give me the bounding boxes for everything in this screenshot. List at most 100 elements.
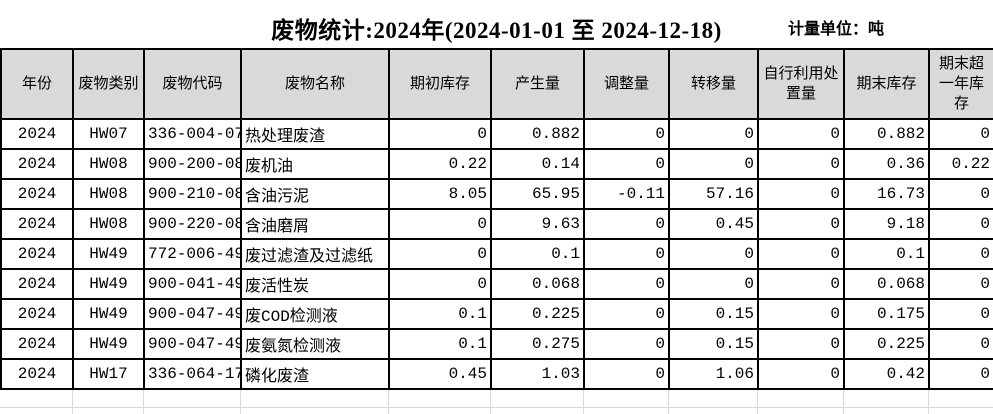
cell-self-disposed[interactable]: 0 xyxy=(757,208,845,240)
cell-name[interactable]: 废活性炭 xyxy=(240,268,390,300)
cell-opening-stock[interactable]: 0.1 xyxy=(388,298,492,330)
cell-opening-stock[interactable]: 0.1 xyxy=(388,328,492,360)
cell-category[interactable]: HW49 xyxy=(72,238,145,270)
cell-adjusted[interactable]: 0 xyxy=(583,298,670,330)
cell-name[interactable]: 废COD检测液 xyxy=(240,298,390,330)
cell-adjusted[interactable]: 0 xyxy=(583,148,670,180)
cell-transferred[interactable]: 0 xyxy=(668,238,759,270)
cell-over-one-year[interactable]: 0 xyxy=(928,358,993,390)
cell-opening-stock[interactable]: 8.05 xyxy=(388,178,492,210)
cell-name[interactable]: 废氨氮检测液 xyxy=(240,328,390,360)
cell-opening-stock[interactable]: 0.45 xyxy=(388,358,492,390)
cell-category[interactable]: HW08 xyxy=(72,178,145,210)
cell-year[interactable]: 2024 xyxy=(0,358,74,390)
cell-code[interactable]: 336-004-07 xyxy=(143,118,242,150)
cell-opening-stock[interactable]: 0 xyxy=(388,208,492,240)
cell-self-disposed[interactable]: 0 xyxy=(757,148,845,180)
cell-generated[interactable]: 0.225 xyxy=(490,298,585,330)
cell-year[interactable]: 2024 xyxy=(0,298,74,330)
cell-code[interactable]: 900-200-08 xyxy=(143,148,242,180)
cell-closing-stock[interactable]: 0.36 xyxy=(843,148,930,180)
cell-year[interactable]: 2024 xyxy=(0,178,74,210)
cell-code[interactable]: 900-047-49 xyxy=(143,328,242,360)
column-header-generated[interactable]: 产生量 xyxy=(490,48,585,120)
column-header-transferred[interactable]: 转移量 xyxy=(668,48,759,120)
cell-transferred[interactable]: 0 xyxy=(668,118,759,150)
cell-self-disposed[interactable]: 0 xyxy=(757,328,845,360)
cell-closing-stock[interactable]: 16.73 xyxy=(843,178,930,210)
cell-year[interactable]: 2024 xyxy=(0,238,74,270)
cell-category[interactable]: HW08 xyxy=(72,208,145,240)
cell-generated[interactable]: 65.95 xyxy=(490,178,585,210)
cell-transferred[interactable]: 0.15 xyxy=(668,328,759,360)
cell-code[interactable]: 900-220-08 xyxy=(143,208,242,240)
empty-spreadsheet-area[interactable] xyxy=(0,390,993,414)
cell-year[interactable]: 2024 xyxy=(0,118,74,150)
cell-over-one-year[interactable]: 0 xyxy=(928,118,993,150)
cell-code[interactable]: 900-047-49 xyxy=(143,298,242,330)
cell-adjusted[interactable]: 0 xyxy=(583,268,670,300)
cell-opening-stock[interactable]: 0 xyxy=(388,268,492,300)
cell-transferred[interactable]: 0 xyxy=(668,268,759,300)
cell-code[interactable]: 772-006-49 xyxy=(143,238,242,270)
cell-category[interactable]: HW07 xyxy=(72,118,145,150)
column-header-closing-stock[interactable]: 期末库存 xyxy=(843,48,930,120)
cell-self-disposed[interactable]: 0 xyxy=(757,268,845,300)
cell-generated[interactable]: 1.03 xyxy=(490,358,585,390)
cell-transferred[interactable]: 57.16 xyxy=(668,178,759,210)
cell-closing-stock[interactable]: 0.42 xyxy=(843,358,930,390)
cell-name[interactable]: 含油磨屑 xyxy=(240,208,390,240)
cell-over-one-year[interactable]: 0 xyxy=(928,328,993,360)
cell-over-one-year[interactable]: 0 xyxy=(928,298,993,330)
cell-generated[interactable]: 9.63 xyxy=(490,208,585,240)
cell-name[interactable]: 热处理废渣 xyxy=(240,118,390,150)
cell-self-disposed[interactable]: 0 xyxy=(757,118,845,150)
cell-over-one-year[interactable]: 0 xyxy=(928,268,993,300)
cell-category[interactable]: HW49 xyxy=(72,328,145,360)
cell-adjusted[interactable]: 0 xyxy=(583,208,670,240)
cell-year[interactable]: 2024 xyxy=(0,148,74,180)
cell-category[interactable]: HW08 xyxy=(72,148,145,180)
cell-closing-stock[interactable]: 9.18 xyxy=(843,208,930,240)
column-header-opening-stock[interactable]: 期初库存 xyxy=(388,48,492,120)
cell-opening-stock[interactable]: 0.22 xyxy=(388,148,492,180)
cell-self-disposed[interactable]: 0 xyxy=(757,358,845,390)
column-header-category[interactable]: 废物类别 xyxy=(72,48,145,120)
column-header-adjusted[interactable]: 调整量 xyxy=(583,48,670,120)
cell-adjusted[interactable]: 0 xyxy=(583,328,670,360)
cell-closing-stock[interactable]: 0.175 xyxy=(843,298,930,330)
cell-adjusted[interactable]: 0 xyxy=(583,118,670,150)
cell-year[interactable]: 2024 xyxy=(0,208,74,240)
cell-closing-stock[interactable]: 0.882 xyxy=(843,118,930,150)
cell-generated[interactable]: 0.14 xyxy=(490,148,585,180)
cell-generated[interactable]: 0.068 xyxy=(490,268,585,300)
cell-self-disposed[interactable]: 0 xyxy=(757,178,845,210)
cell-generated[interactable]: 0.882 xyxy=(490,118,585,150)
cell-transferred[interactable]: 0.45 xyxy=(668,208,759,240)
column-header-name[interactable]: 废物名称 xyxy=(240,48,390,120)
column-header-over-one-year[interactable]: 期末超一年库存 xyxy=(928,48,993,120)
cell-code[interactable]: 900-210-08 xyxy=(143,178,242,210)
cell-year[interactable]: 2024 xyxy=(0,268,74,300)
cell-transferred[interactable]: 0 xyxy=(668,148,759,180)
cell-self-disposed[interactable]: 0 xyxy=(757,238,845,270)
cell-adjusted[interactable]: 0 xyxy=(583,358,670,390)
cell-over-one-year[interactable]: 0 xyxy=(928,208,993,240)
cell-over-one-year[interactable]: 0 xyxy=(928,178,993,210)
cell-code[interactable]: 336-064-17 xyxy=(143,358,242,390)
cell-generated[interactable]: 0.1 xyxy=(490,238,585,270)
cell-name[interactable]: 含油污泥 xyxy=(240,178,390,210)
cell-closing-stock[interactable]: 0.1 xyxy=(843,238,930,270)
cell-over-one-year[interactable]: 0.22 xyxy=(928,148,993,180)
cell-adjusted[interactable]: -0.11 xyxy=(583,178,670,210)
column-header-year[interactable]: 年份 xyxy=(0,48,74,120)
cell-self-disposed[interactable]: 0 xyxy=(757,298,845,330)
cell-transferred[interactable]: 0.15 xyxy=(668,298,759,330)
cell-code[interactable]: 900-041-49 xyxy=(143,268,242,300)
cell-year[interactable]: 2024 xyxy=(0,328,74,360)
cell-adjusted[interactable]: 0 xyxy=(583,238,670,270)
cell-generated[interactable]: 0.275 xyxy=(490,328,585,360)
cell-category[interactable]: HW49 xyxy=(72,298,145,330)
cell-category[interactable]: HW17 xyxy=(72,358,145,390)
cell-name[interactable]: 废过滤渣及过滤纸 xyxy=(240,238,390,270)
